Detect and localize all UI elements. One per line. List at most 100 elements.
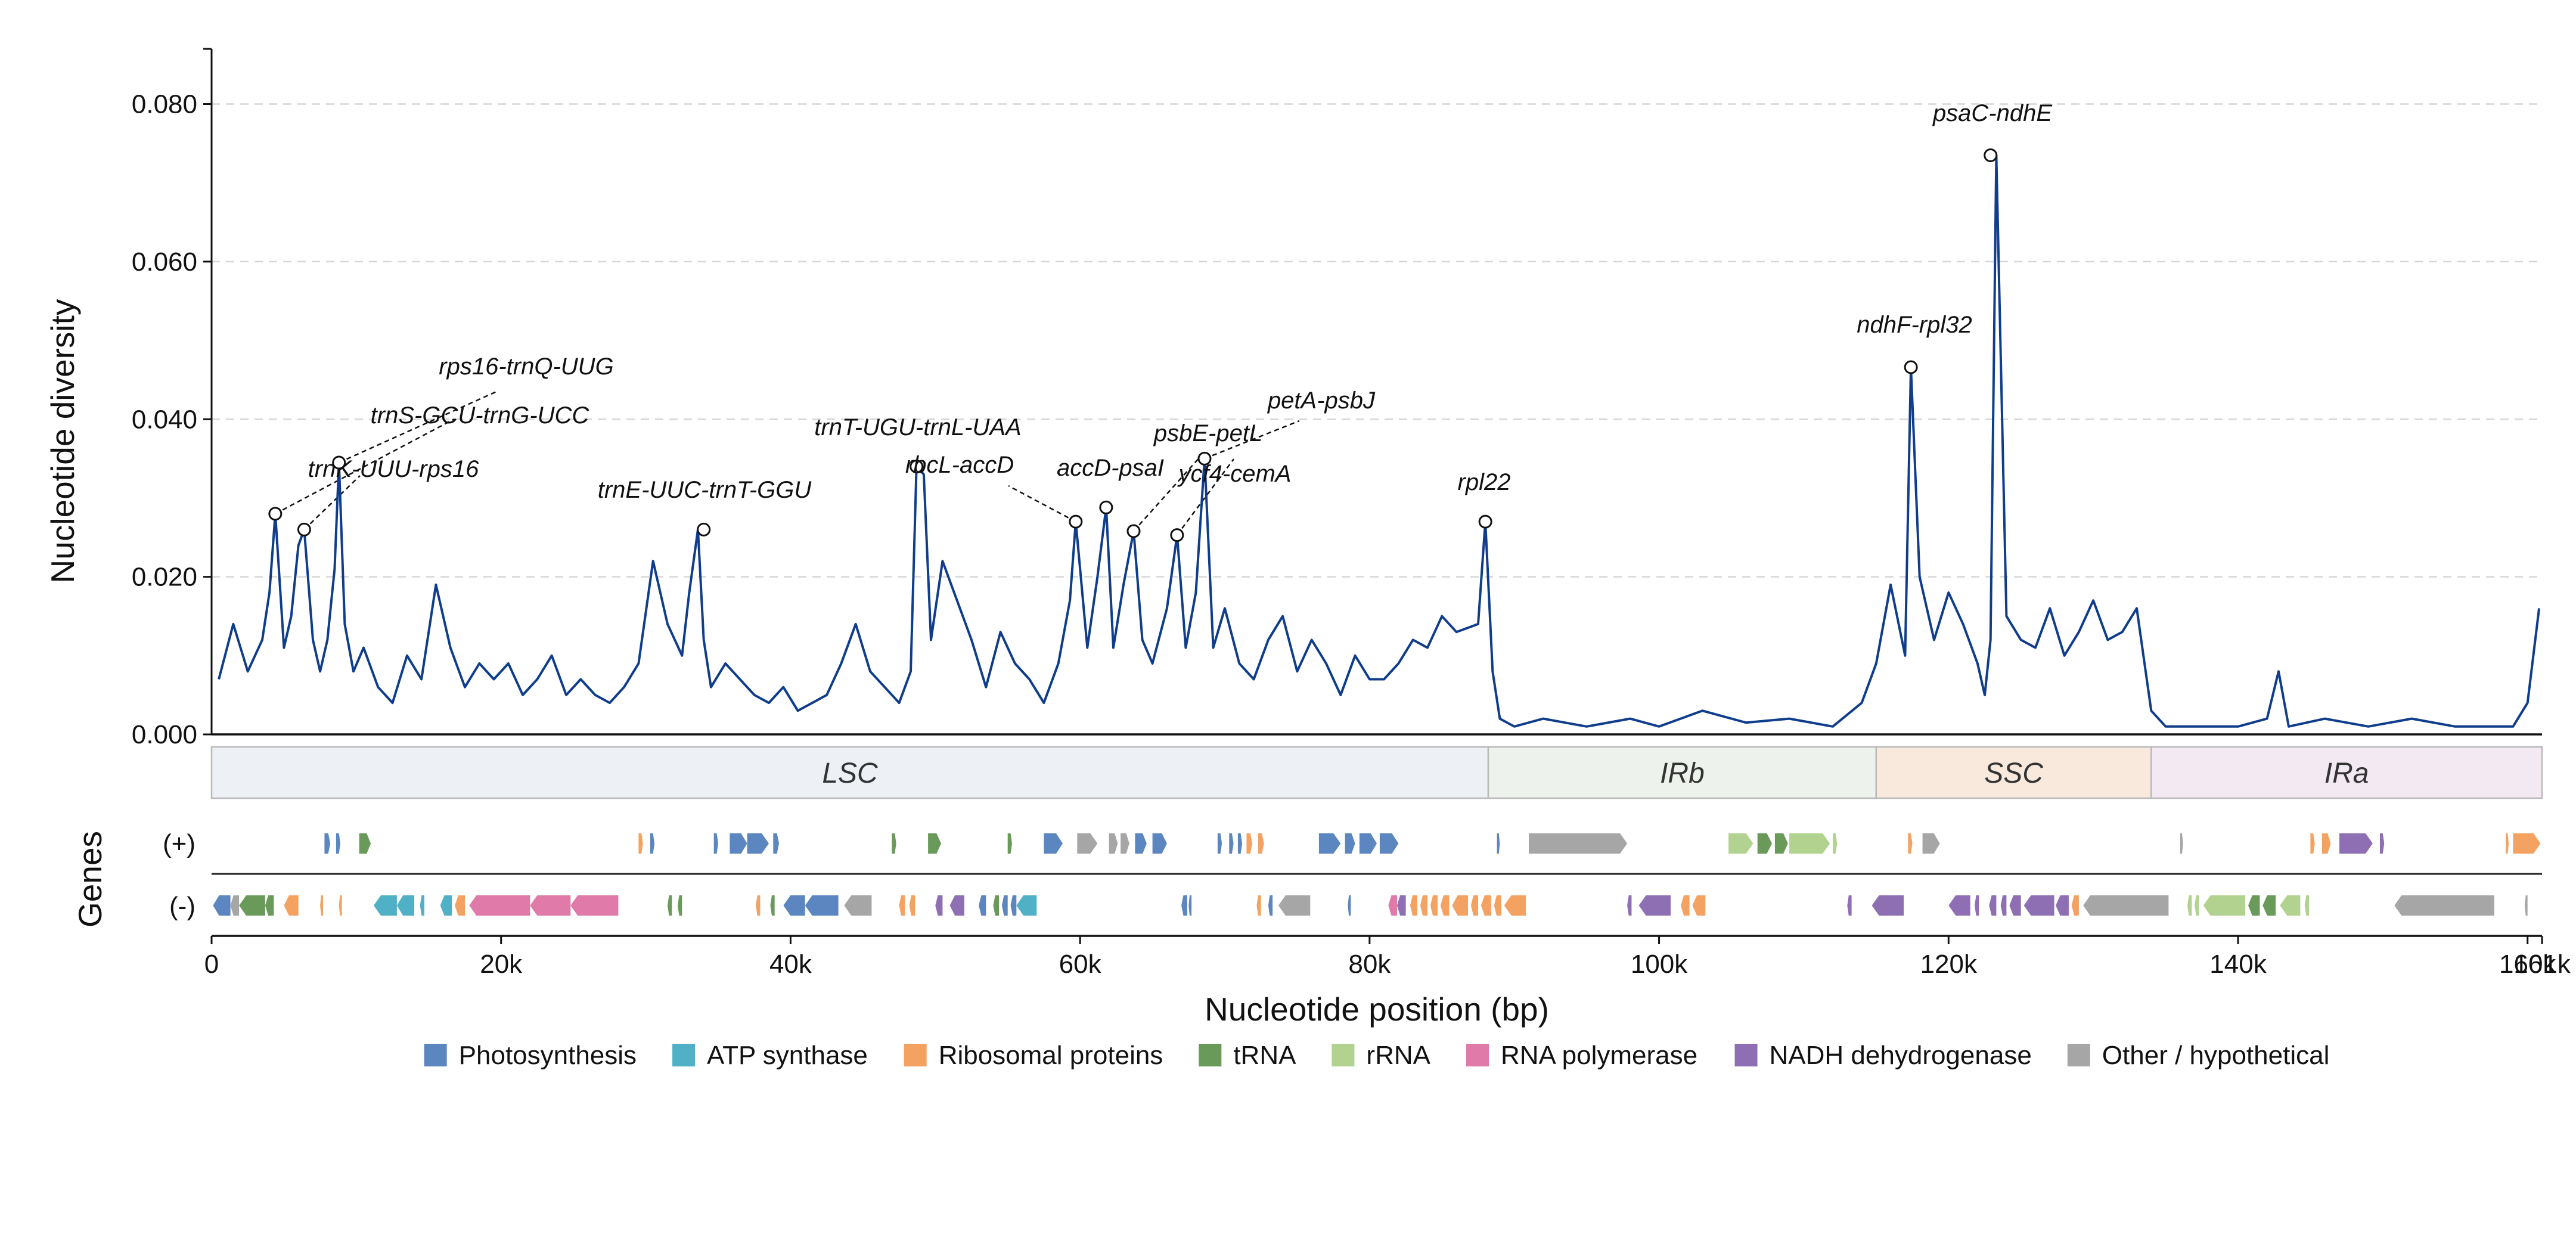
gene-plus	[1246, 833, 1253, 854]
x-axis-title: Nucleotide position (bp)	[1205, 991, 1549, 1028]
gene-minus	[469, 895, 530, 916]
gene-plus	[1135, 833, 1147, 854]
gene-minus	[570, 895, 619, 916]
region-box	[210, 746, 1489, 799]
region-label: IRa	[2324, 758, 2369, 789]
legend-label: NADH dehydrogenase	[1770, 1041, 2032, 1070]
peak-marker	[1197, 451, 1212, 466]
gene-minus	[1638, 895, 1671, 916]
gene-minus	[1681, 895, 1690, 916]
x-tick-label: 120k	[1920, 950, 1978, 979]
gene-plus	[2180, 833, 2183, 854]
gene-minus	[1268, 895, 1273, 916]
gene-minus	[455, 895, 465, 916]
gene-minus	[1872, 895, 1904, 916]
gene-minus	[1481, 895, 1491, 916]
peak-label: psbE-petL	[1153, 420, 1262, 446]
gene-plus	[1757, 833, 1772, 854]
gene-minus	[2280, 895, 2301, 916]
plus-strand-label: (+)	[163, 829, 195, 858]
region-label: LSC	[822, 758, 878, 789]
peak-marker	[1126, 524, 1141, 538]
gene-minus	[1847, 895, 1852, 916]
gene-minus	[935, 895, 943, 916]
legend-label: RNA polymerase	[1501, 1041, 1697, 1070]
peak-marker	[910, 460, 924, 474]
gene-minus	[1989, 895, 1997, 916]
gene-plus	[1497, 833, 1500, 854]
gene-minus	[949, 895, 964, 916]
gene-minus	[1692, 895, 1706, 916]
gene-plus	[650, 833, 655, 854]
gene-plus	[1044, 833, 1063, 854]
gene-minus	[844, 895, 872, 916]
gene-minus	[396, 895, 414, 916]
peak-marker	[1984, 148, 1998, 162]
peak-label: rpl22	[1458, 469, 1511, 495]
gene-minus	[1494, 895, 1501, 916]
gene-minus	[979, 895, 986, 916]
gene-minus	[1016, 895, 1037, 916]
gene-minus	[1948, 895, 1970, 916]
gene-plus	[1152, 833, 1167, 854]
gene-minus	[668, 895, 672, 916]
gene-plus	[1229, 833, 1234, 854]
gene-plus	[1345, 833, 1355, 854]
x-tick-label: 40k	[769, 950, 812, 979]
x-tick-label: 140k	[2209, 950, 2267, 979]
gene-plus	[336, 833, 341, 854]
gene-plus	[1908, 833, 1913, 854]
gene-minus	[2056, 895, 2069, 916]
gene-plus	[1109, 833, 1118, 854]
gene-minus	[1975, 895, 1979, 916]
region-box	[2150, 746, 2543, 799]
peak-label: trnS-GCU-trnG-UCC	[371, 402, 590, 429]
annotation-leader	[1133, 451, 1206, 532]
region-label: IRb	[1660, 758, 1705, 789]
gene-minus	[2071, 895, 2079, 916]
gene-plus	[892, 833, 896, 854]
peak-label: ndhF-rpl32	[1857, 312, 1972, 338]
gene-plus	[1728, 833, 1753, 854]
peak-label: ycf4-cemA	[1177, 461, 1292, 487]
gene-minus	[899, 895, 905, 916]
peak-marker	[1099, 500, 1113, 514]
gene-minus	[320, 895, 323, 916]
gene-plus	[1318, 833, 1341, 854]
y-tick-label: 0.080	[132, 90, 197, 119]
gene-minus	[1256, 895, 1261, 916]
peak-marker	[697, 522, 711, 536]
gene-minus	[1397, 895, 1406, 916]
peak-label: trnE-UUC-trnT-GGU	[598, 477, 812, 503]
peak-marker	[332, 455, 346, 470]
gene-plus	[1833, 833, 1838, 854]
gene-plus	[1774, 833, 1788, 854]
gene-plus	[1237, 833, 1243, 854]
gene-plus	[1121, 833, 1129, 854]
legend-label: Other / hypothetical	[2102, 1041, 2330, 1070]
gene-plus	[713, 833, 718, 854]
annotation-leader	[1204, 420, 1300, 460]
gene-minus	[339, 895, 342, 916]
x-tick-label: 160k	[2499, 950, 2556, 979]
gene-minus	[2248, 895, 2260, 916]
gene-plus	[2321, 833, 2331, 854]
gene-minus	[440, 895, 452, 916]
gene-minus	[1348, 895, 1351, 916]
gene-plus	[2380, 833, 2385, 854]
gene-minus	[284, 895, 299, 916]
region-box	[1875, 746, 2152, 799]
gene-minus	[230, 895, 240, 916]
gene-minus	[2203, 895, 2246, 916]
annotation-leader-lines	[275, 390, 1300, 536]
y-gridlines	[212, 103, 2542, 578]
gene-minus	[2524, 895, 2528, 916]
gene-plus	[359, 833, 371, 854]
y-axis-title: Nucleotide diversity	[44, 299, 81, 583]
gene-plus	[1379, 833, 1399, 854]
gene-plus	[928, 833, 941, 854]
peak-label: psaC-ndhE	[1932, 100, 2053, 126]
peak-label: petA-psbJ	[1267, 387, 1376, 414]
